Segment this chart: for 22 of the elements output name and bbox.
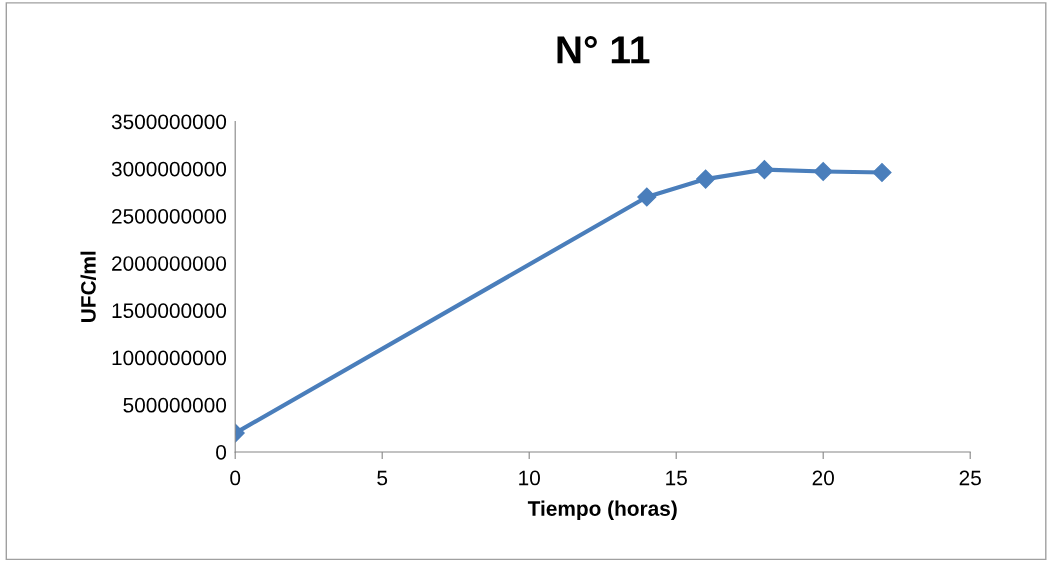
y-tick-label: 3500000000 [111, 114, 227, 130]
x-tick-label: 5 [377, 470, 388, 486]
y-tick-label: 1500000000 [112, 303, 227, 319]
y-tick-label: 3000000000 [111, 161, 227, 177]
x-tick-label: 10 [519, 470, 540, 486]
y-tick-label: 500000000 [123, 397, 227, 413]
x-tick-label: 0 [230, 470, 241, 486]
y-tick-label: 2500000000 [112, 208, 227, 224]
y-tick-label: 1000000000 [112, 350, 227, 366]
x-tick-label: 20 [812, 470, 834, 486]
point [813, 161, 833, 182]
x-axis-title: Tiempo (horas) [527, 500, 677, 521]
y-tick-label: 0 [216, 445, 227, 460]
y-axis-title: UFC/ml [80, 251, 96, 322]
y-tick-label: 2000000000 [112, 256, 227, 271]
x-tick-label: 15 [666, 470, 687, 486]
point [872, 162, 892, 183]
point [754, 160, 774, 180]
point [637, 187, 657, 207]
x-tick-label: 25 [959, 470, 981, 486]
chart-title: N° 11 [557, 36, 650, 64]
point [696, 169, 716, 189]
